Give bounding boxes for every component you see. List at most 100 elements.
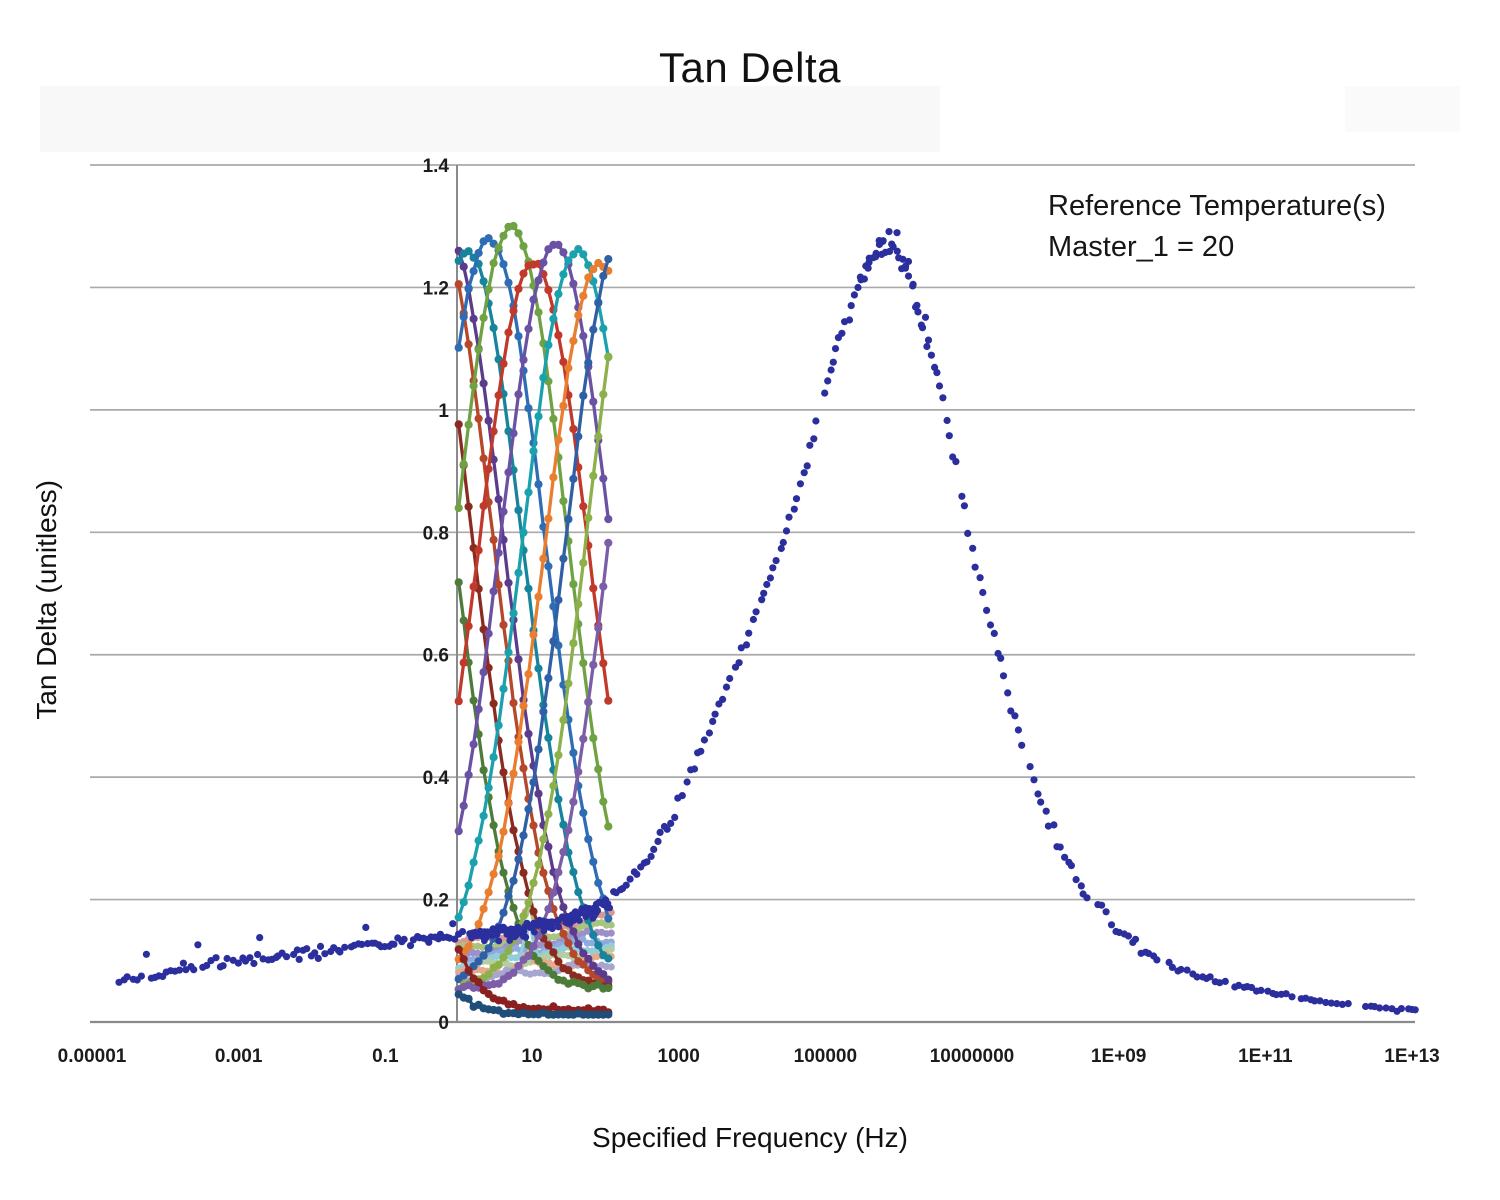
master-curve-point: [1288, 993, 1296, 1001]
master-curve-point: [458, 928, 467, 936]
raw-sweep-8-marker: [469, 740, 478, 749]
master-curve-point: [219, 962, 227, 970]
master-curve-point: [1124, 932, 1132, 940]
raw-sweep-10-marker: [569, 336, 578, 345]
master-curve-point: [749, 615, 758, 624]
master-curve-point: [203, 961, 211, 970]
raw-sweep-10-marker: [554, 435, 563, 444]
master-curve-point: [986, 621, 995, 629]
raw-sweep-9-marker: [559, 270, 568, 279]
raw-sweep-9-marker: [514, 568, 523, 577]
raw-sweep-7-marker: [569, 424, 578, 434]
master-curve-point: [1322, 998, 1330, 1007]
x-tick-label-10000000: 10000000: [930, 1046, 1015, 1067]
raw-sweep-10-marker: [564, 363, 573, 373]
raw-sweep-7-marker: [579, 502, 588, 511]
master-curve-point: [190, 966, 198, 974]
raw-sweep-1-marker: [454, 420, 463, 429]
raw-sweep-6-marker: [534, 308, 543, 317]
raw-sweep-14-marker: [464, 966, 473, 975]
y-tick-label-0.2: 0.2: [423, 891, 449, 912]
raw-sweep-10-marker: [589, 265, 598, 274]
master-curve-point: [633, 870, 641, 878]
master-curve-point: [790, 505, 798, 513]
y-tick-label-1: 1: [438, 401, 449, 422]
raw-sweep-7-marker: [559, 357, 568, 366]
raw-sweep-11-marker: [524, 805, 533, 814]
pastel-sweep-1-marker: [607, 921, 615, 929]
raw-sweep-4-marker: [454, 256, 463, 265]
raw-sweep-5-marker: [569, 748, 578, 758]
raw-sweep-15-marker: [604, 1010, 613, 1019]
raw-sweep-10-marker: [579, 291, 588, 300]
master-curve-point: [1102, 908, 1110, 916]
raw-sweep-12-marker: [494, 960, 503, 970]
raw-sweep-8-marker: [504, 468, 513, 477]
raw-sweep-7-marker: [554, 331, 563, 340]
raw-sweep-13-marker: [559, 847, 568, 857]
master-curve-point: [800, 469, 808, 477]
master-curve-point: [606, 904, 614, 912]
annotation-line-2: Master_1 = 20: [1048, 231, 1235, 263]
raw-sweep-10-marker: [529, 630, 538, 639]
raw-sweep-5-marker: [454, 343, 463, 352]
raw-sweep-6-marker: [514, 229, 523, 238]
raw-sweep-6-marker: [479, 313, 488, 322]
master-curve-point: [1018, 741, 1026, 749]
raw-sweep-9-marker: [474, 836, 483, 845]
master-curve-point: [246, 954, 254, 962]
raw-sweep-13-marker: [524, 951, 533, 961]
raw-sweep-12-marker: [604, 352, 613, 361]
master-curve-point: [971, 563, 979, 571]
raw-sweep-5-marker: [484, 234, 493, 243]
raw-sweep-5-marker: [584, 835, 593, 844]
raw-sweep-6-marker: [484, 285, 493, 294]
reference-temperature-annotation: Reference Temperature(s) Master_1 = 20: [1048, 186, 1386, 268]
master-curve-point: [321, 950, 329, 958]
raw-sweep-12-marker: [539, 835, 548, 844]
raw-sweep-2-marker: [459, 616, 468, 625]
raw-sweep-6-marker: [499, 231, 508, 240]
x-tick-label-100000: 100000: [794, 1046, 857, 1067]
raw-sweep-6-marker: [594, 765, 603, 774]
master-curve-point: [854, 283, 862, 292]
x-tick-label-10: 10: [521, 1046, 542, 1067]
master-curve-point: [697, 747, 705, 755]
master-curve-point: [234, 959, 242, 967]
raw-sweep-11-marker: [574, 432, 583, 441]
raw-sweep-4-marker: [589, 931, 598, 940]
raw-sweep-11-marker: [474, 957, 483, 966]
raw-sweep-10-marker: [584, 273, 593, 282]
raw-sweep-9-marker: [564, 256, 573, 265]
raw-sweep-0-marker: [474, 414, 483, 423]
raw-sweep-6-marker: [549, 414, 558, 423]
pastel-sweep-7-marker: [607, 963, 615, 971]
raw-sweep-14-marker: [454, 945, 463, 954]
annotation-line-1: Reference Temperature(s): [1048, 190, 1386, 222]
master-curve-point: [999, 672, 1008, 680]
master-curve-point: [976, 574, 984, 582]
y-tick-label-0: 0: [438, 1013, 449, 1034]
raw-sweep-12-marker: [584, 513, 593, 522]
raw-sweep-6-marker: [579, 659, 588, 668]
master-curve-point: [531, 928, 538, 936]
master-curve-point: [831, 345, 840, 353]
master-curve-point: [960, 502, 969, 510]
raw-sweep-10-marker: [494, 852, 503, 861]
x-tick-label-1E+09: 1E+09: [1091, 1046, 1146, 1067]
background-band-right: [1345, 86, 1460, 132]
master-curve-point: [1362, 1002, 1370, 1011]
raw-sweep-6-marker: [454, 503, 463, 513]
master-curve-point: [1316, 997, 1324, 1005]
raw-sweep-5-marker: [499, 260, 508, 269]
raw-sweep-7-marker: [494, 391, 503, 400]
raw-sweep-10-marker: [539, 554, 548, 563]
raw-sweep-0-marker: [489, 535, 498, 544]
raw-sweep-7-marker: [484, 464, 493, 474]
master-curve-point: [845, 316, 854, 324]
master-curve-point: [735, 659, 743, 667]
master-curve-point: [283, 953, 291, 961]
raw-sweep-9-marker: [549, 314, 558, 323]
raw-sweep-3-marker: [579, 949, 588, 958]
raw-sweep-10-marker: [574, 311, 583, 320]
